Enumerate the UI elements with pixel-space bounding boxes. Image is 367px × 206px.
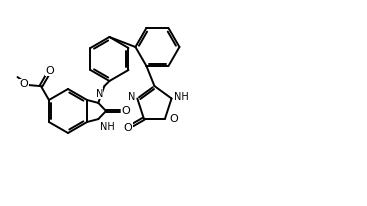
Text: N: N bbox=[128, 92, 135, 102]
Text: NH: NH bbox=[100, 122, 115, 132]
Text: O: O bbox=[169, 114, 178, 124]
Text: O: O bbox=[121, 106, 130, 116]
Text: NH: NH bbox=[174, 92, 188, 102]
Text: O: O bbox=[19, 79, 28, 89]
Text: O: O bbox=[123, 123, 132, 133]
Text: N: N bbox=[95, 89, 103, 99]
Text: O: O bbox=[46, 66, 54, 76]
